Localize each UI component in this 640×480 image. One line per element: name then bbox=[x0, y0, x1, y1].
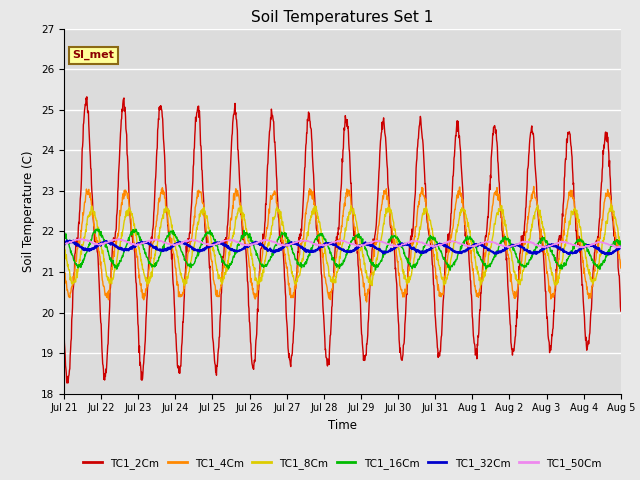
TC1_16Cm bbox=[246, 238, 254, 244]
TC1_2Cm bbox=[617, 308, 625, 314]
TC1_32Cm bbox=[246, 242, 254, 248]
TC1_4Cm bbox=[429, 248, 437, 253]
TC1_2Cm bbox=[172, 321, 179, 327]
TC1_4Cm bbox=[246, 266, 254, 272]
TC1_32Cm bbox=[429, 243, 437, 249]
TC1_2Cm bbox=[429, 282, 437, 288]
TC1_8Cm bbox=[368, 283, 376, 288]
TC1_8Cm bbox=[429, 232, 437, 238]
TC1_32Cm bbox=[171, 241, 179, 247]
Line: TC1_2Cm: TC1_2Cm bbox=[64, 97, 621, 383]
TC1_2Cm bbox=[502, 257, 510, 263]
TC1_50Cm bbox=[541, 245, 549, 251]
TC1_2Cm bbox=[64, 380, 72, 386]
TC1_50Cm bbox=[552, 241, 559, 247]
TC1_50Cm bbox=[429, 243, 437, 249]
TC1_16Cm bbox=[552, 257, 559, 263]
TC1_50Cm bbox=[502, 244, 509, 250]
TC1_16Cm bbox=[446, 267, 454, 273]
X-axis label: Time: Time bbox=[328, 419, 357, 432]
Line: TC1_50Cm: TC1_50Cm bbox=[64, 239, 621, 248]
TC1_4Cm bbox=[502, 239, 509, 244]
TC1_32Cm bbox=[605, 252, 612, 258]
TC1_4Cm bbox=[617, 265, 625, 271]
TC1_4Cm bbox=[530, 183, 538, 189]
Title: Soil Temperatures Set 1: Soil Temperatures Set 1 bbox=[252, 10, 433, 25]
TC1_8Cm bbox=[607, 201, 614, 207]
TC1_16Cm bbox=[617, 241, 625, 247]
TC1_8Cm bbox=[502, 222, 509, 228]
TC1_32Cm bbox=[184, 242, 192, 248]
TC1_50Cm bbox=[246, 242, 254, 248]
TC1_4Cm bbox=[363, 299, 371, 305]
TC1_32Cm bbox=[63, 238, 70, 243]
TC1_16Cm bbox=[502, 236, 510, 242]
TC1_4Cm bbox=[552, 281, 559, 287]
TC1_4Cm bbox=[170, 255, 178, 261]
Line: TC1_32Cm: TC1_32Cm bbox=[64, 240, 621, 255]
TC1_2Cm bbox=[247, 341, 255, 347]
TC1_8Cm bbox=[551, 280, 559, 286]
TC1_32Cm bbox=[617, 244, 625, 250]
TC1_32Cm bbox=[60, 240, 68, 246]
Legend: TC1_2Cm, TC1_4Cm, TC1_8Cm, TC1_16Cm, TC1_32Cm, TC1_50Cm: TC1_2Cm, TC1_4Cm, TC1_8Cm, TC1_16Cm, TC1… bbox=[79, 454, 605, 473]
TC1_8Cm bbox=[246, 245, 254, 251]
TC1_32Cm bbox=[551, 242, 559, 248]
TC1_8Cm bbox=[617, 240, 625, 246]
TC1_2Cm bbox=[185, 240, 193, 245]
TC1_16Cm bbox=[184, 263, 192, 269]
Line: TC1_16Cm: TC1_16Cm bbox=[64, 229, 621, 270]
Line: TC1_4Cm: TC1_4Cm bbox=[64, 186, 621, 302]
Text: SI_met: SI_met bbox=[72, 50, 114, 60]
TC1_2Cm bbox=[60, 324, 68, 330]
TC1_50Cm bbox=[184, 238, 192, 243]
TC1_32Cm bbox=[502, 246, 509, 252]
TC1_16Cm bbox=[429, 235, 437, 240]
TC1_16Cm bbox=[60, 230, 68, 236]
TC1_8Cm bbox=[184, 276, 191, 281]
TC1_2Cm bbox=[552, 288, 559, 293]
TC1_16Cm bbox=[171, 233, 179, 239]
TC1_16Cm bbox=[94, 226, 102, 232]
Y-axis label: Soil Temperature (C): Soil Temperature (C) bbox=[22, 150, 35, 272]
Line: TC1_8Cm: TC1_8Cm bbox=[64, 204, 621, 286]
TC1_8Cm bbox=[60, 239, 68, 244]
TC1_8Cm bbox=[170, 238, 178, 244]
TC1_50Cm bbox=[60, 241, 68, 247]
TC1_50Cm bbox=[115, 236, 123, 241]
TC1_4Cm bbox=[60, 271, 68, 277]
TC1_2Cm bbox=[83, 94, 91, 100]
TC1_50Cm bbox=[617, 245, 625, 251]
TC1_4Cm bbox=[184, 251, 191, 256]
TC1_50Cm bbox=[171, 242, 179, 248]
